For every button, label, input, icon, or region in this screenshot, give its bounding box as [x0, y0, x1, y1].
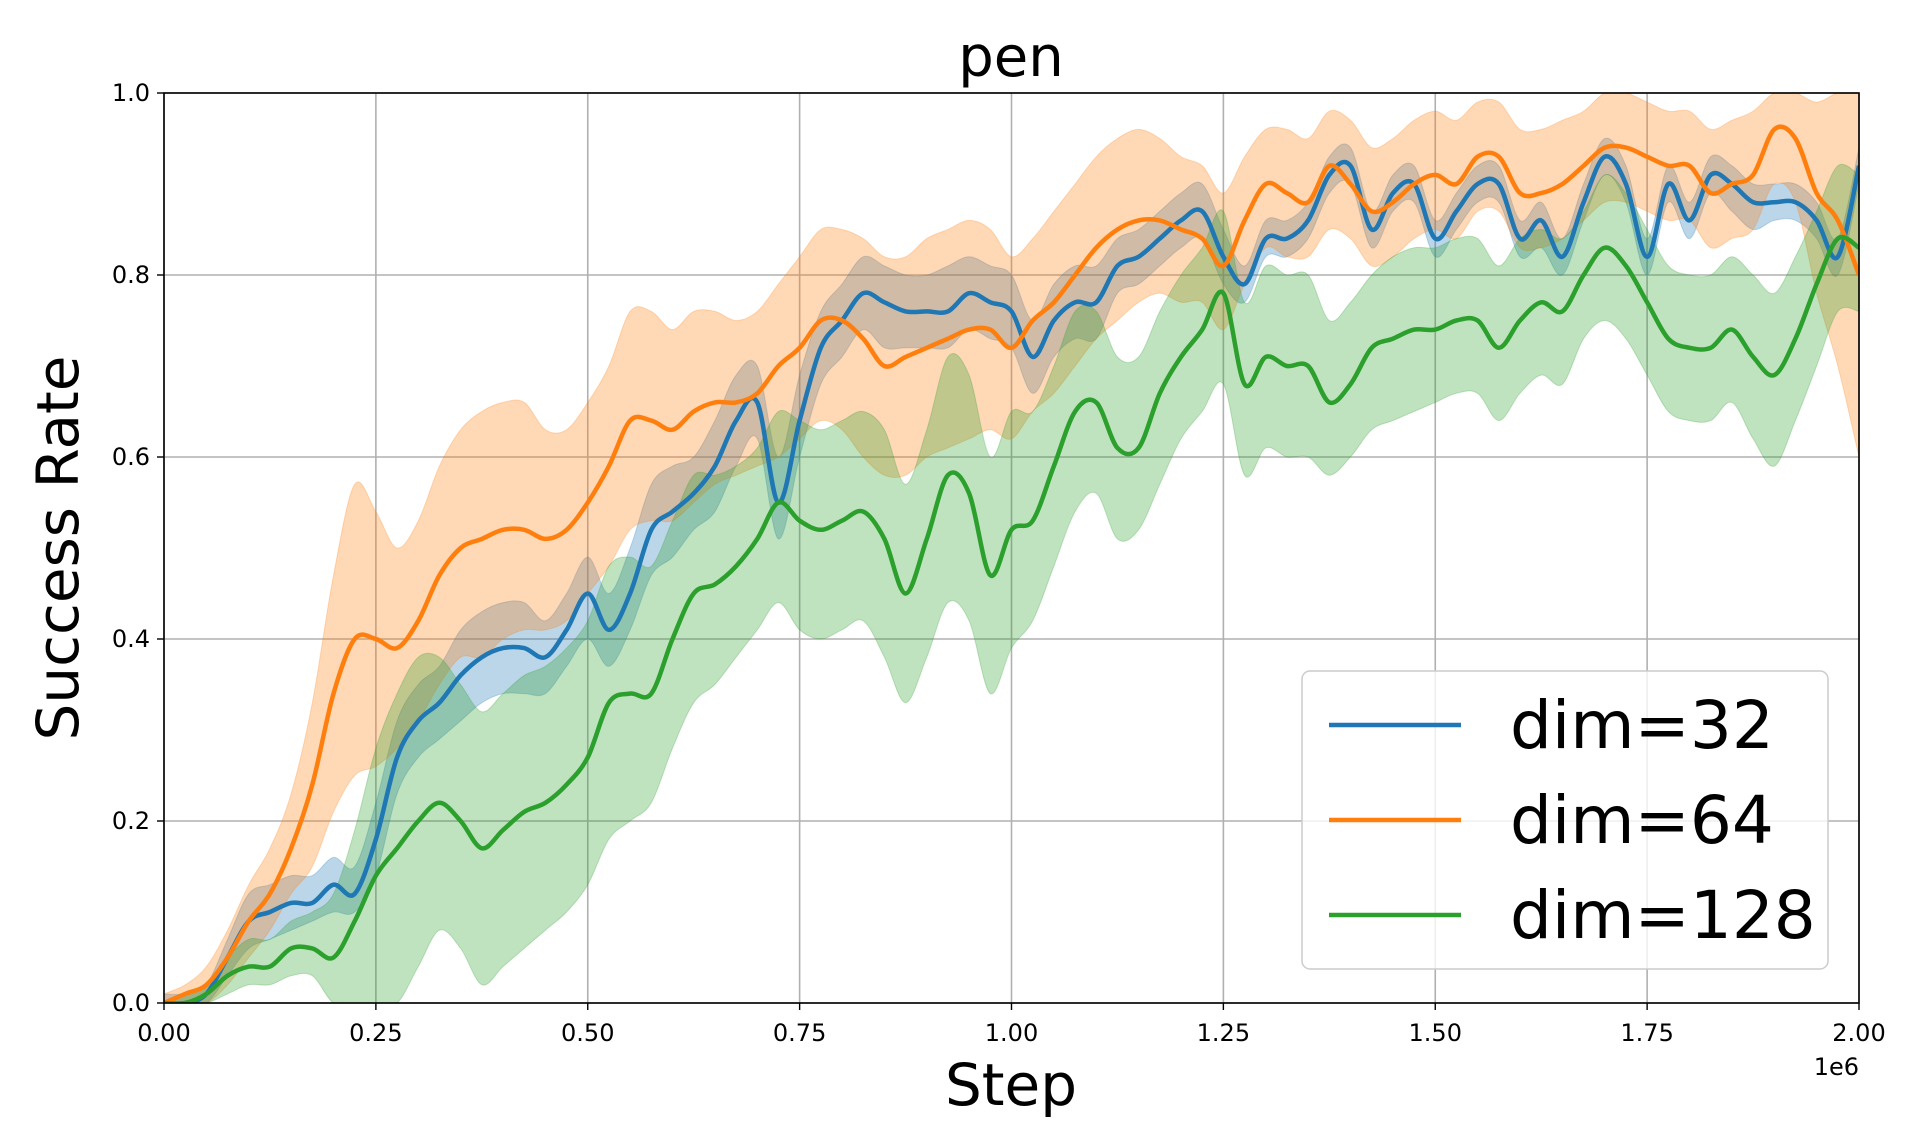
- y-tick-label: 0.6: [112, 443, 150, 471]
- series-line-dim=128: [164, 234, 1859, 1003]
- x-axis-offset-label: 1e6: [1814, 1053, 1859, 1081]
- series-lines: [164, 124, 1859, 1003]
- series-line-dim=32: [164, 154, 1859, 1003]
- legend: dim=32 dim=64 dim=128: [1301, 670, 1829, 970]
- y-axis-label: Success Rate: [24, 356, 92, 741]
- legend-label: dim=32: [1510, 687, 1774, 764]
- y-tick-label: 0.4: [112, 625, 150, 653]
- x-tick-label: 0.50: [561, 1019, 614, 1047]
- legend-label: dim=128: [1510, 877, 1816, 954]
- y-tick-label: 0.8: [112, 261, 150, 289]
- x-tick-label: 2.00: [1832, 1019, 1885, 1047]
- x-tick-label: 0.00: [137, 1019, 190, 1047]
- series-band-dim=128: [164, 163, 1859, 1003]
- legend-label: dim=64: [1510, 782, 1774, 859]
- x-axis-label: Step: [945, 1051, 1077, 1119]
- x-tick-label: 0.75: [773, 1019, 826, 1047]
- x-tick-label: 1.00: [985, 1019, 1038, 1047]
- x-tick-label: 1.25: [1197, 1019, 1250, 1047]
- y-tick-label: 1.0: [112, 79, 150, 107]
- legend-box: [1301, 670, 1829, 970]
- y-tick-label: 0.0: [112, 989, 150, 1017]
- x-tick-label: 0.25: [349, 1019, 402, 1047]
- series-line-dim=64: [164, 124, 1859, 1003]
- series-band-dim=64: [164, 93, 1859, 1003]
- y-tick-label: 0.2: [112, 807, 150, 835]
- chart-title: pen: [958, 25, 1064, 90]
- x-tick-label: 1.50: [1409, 1019, 1462, 1047]
- axis-ticks: 0.00 0.25 0.50 0.75 1.00 1.25 1.50 1.75 2.00 0.0 0…: [112, 79, 1886, 1047]
- x-tick-label: 1.75: [1620, 1019, 1673, 1047]
